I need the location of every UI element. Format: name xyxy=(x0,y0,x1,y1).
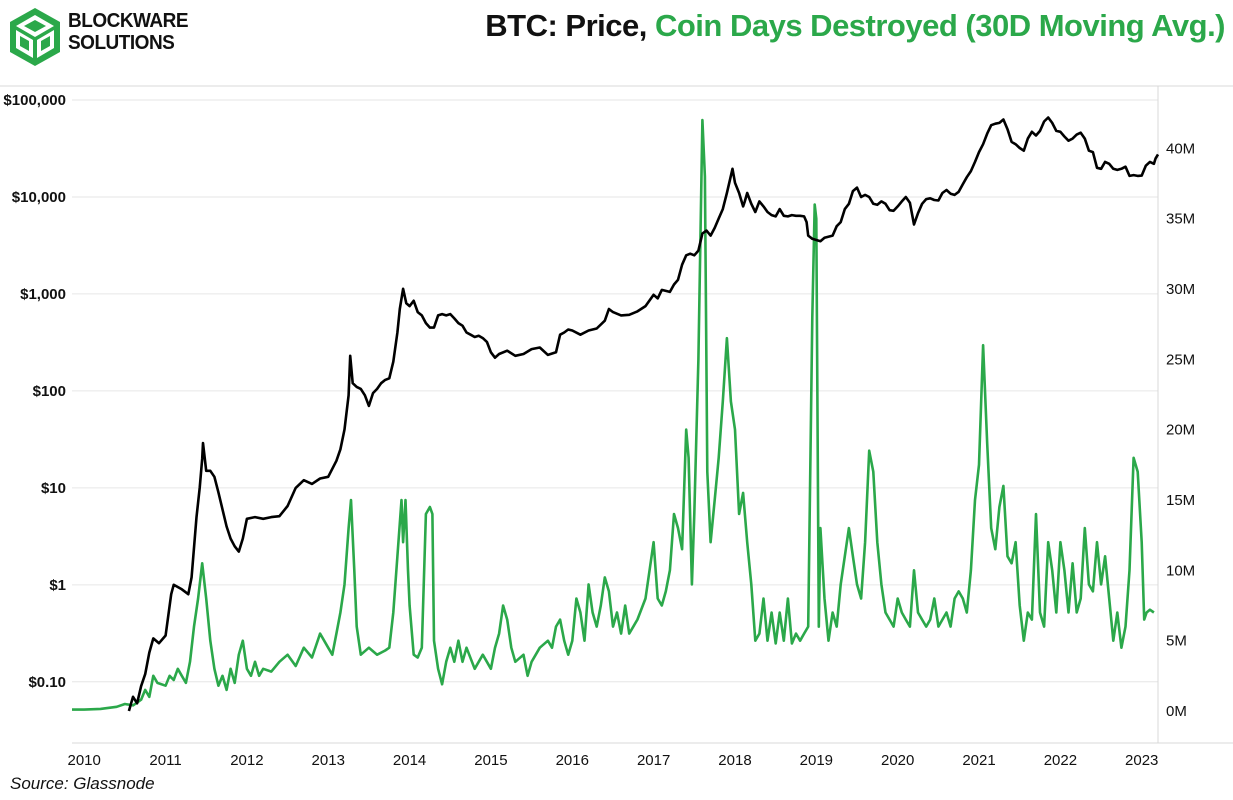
x-tick-label: 2012 xyxy=(230,752,263,769)
cdd-line xyxy=(72,118,1155,711)
x-tick-label: 2011 xyxy=(149,752,181,769)
x-tick-label: 2015 xyxy=(474,752,507,769)
left-tick-label: $100 xyxy=(33,383,66,400)
gridlines xyxy=(72,99,1158,683)
blockware-cube-logo-icon xyxy=(10,8,60,66)
source-note: Source: Glassnode xyxy=(10,774,155,793)
x-tick-label: 2016 xyxy=(556,752,589,769)
right-tick-label: 25M xyxy=(1166,351,1195,368)
x-tick-label: 2021 xyxy=(962,752,995,769)
left-tick-label: $10,000 xyxy=(12,189,66,206)
brand-line-2: SOLUTIONS xyxy=(68,31,175,55)
right-tick-label: 20M xyxy=(1166,422,1195,439)
x-tick-label: 2010 xyxy=(68,752,101,769)
right-tick-label: 0M xyxy=(1166,703,1187,720)
right-tick-label: 5M xyxy=(1166,633,1187,650)
chart-title: BTC: Price, Coin Days Destroyed (30D Mov… xyxy=(485,8,1225,44)
right-tick-label: 15M xyxy=(1166,492,1195,509)
x-axis-ticks: 2010 2011 2012 2013 2014 2015 2016 2017 2018 2019… xyxy=(68,752,1159,769)
left-tick-label: $100,000 xyxy=(3,92,66,109)
x-tick-label: 2020 xyxy=(881,752,914,769)
left-tick-label: $0.10 xyxy=(28,674,66,691)
series-lines xyxy=(72,116,1160,712)
chart-title-cdd: Coin Days Destroyed (30D Moving Avg.) xyxy=(654,8,1226,43)
left-axis-ticks: $0.10 $1 $10 $100 $1,000 $10,000 $100,000 xyxy=(3,92,66,691)
brand-name: BLOCKWARE SOLUTIONS xyxy=(68,9,189,55)
right-tick-label: 35M xyxy=(1166,211,1195,228)
x-tick-label: 2017 xyxy=(637,752,670,769)
x-tick-label: 2019 xyxy=(800,752,833,769)
right-tick-label: 10M xyxy=(1166,562,1195,579)
x-tick-label: 2023 xyxy=(1125,752,1158,769)
x-tick-label: 2018 xyxy=(718,752,751,769)
x-tick-label: 2013 xyxy=(312,752,345,769)
left-tick-label: $1 xyxy=(49,577,66,594)
left-tick-label: $1,000 xyxy=(20,286,66,303)
right-tick-label: 30M xyxy=(1166,281,1195,298)
right-axis-ticks: 0M 5M 10M 15M 20M 25M 30M 35M 40M xyxy=(1166,140,1195,720)
chart-title-price: BTC: Price, xyxy=(485,8,655,43)
x-tick-label: 2022 xyxy=(1044,752,1077,769)
x-tick-label: 2014 xyxy=(393,752,426,769)
chart-header: BLOCKWARE SOLUTIONS BTC: Price, Coin Day… xyxy=(0,0,1233,86)
right-tick-label: 40M xyxy=(1166,140,1195,157)
brand-line-1: BLOCKWARE xyxy=(68,9,189,33)
left-tick-label: $10 xyxy=(41,480,66,497)
price-line xyxy=(127,116,1160,712)
